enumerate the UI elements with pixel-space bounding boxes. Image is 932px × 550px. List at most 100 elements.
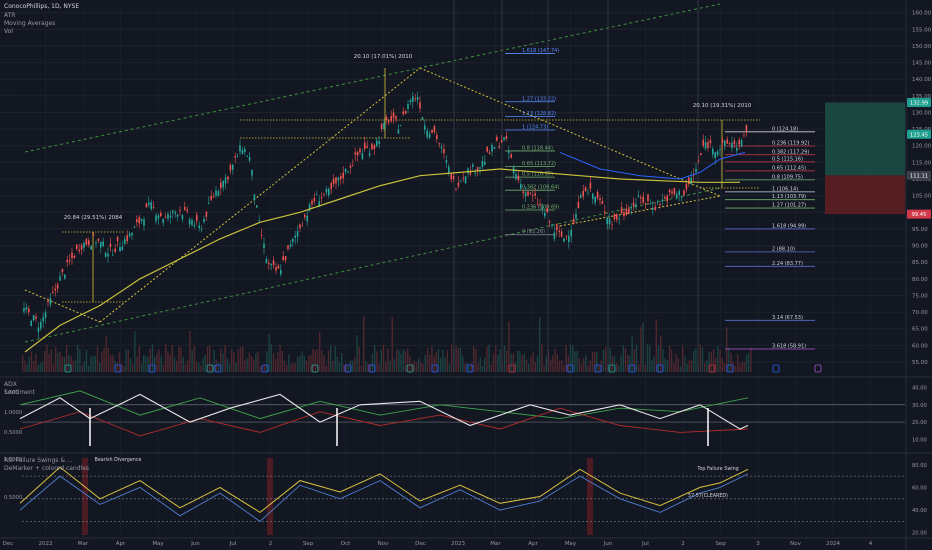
volume-bar <box>327 350 330 372</box>
volume-bar <box>30 351 33 372</box>
candle-body <box>49 298 52 305</box>
candle-body <box>378 141 380 145</box>
volume-bar <box>583 358 585 372</box>
failure-swing-label: Top Failure Swing <box>696 466 738 472</box>
candle-body <box>92 234 95 236</box>
volume-bar <box>400 353 402 372</box>
indicator-atr[interactable]: ATR <box>4 12 16 19</box>
candle-body <box>352 165 354 167</box>
move-annotation: 20.10 (19.31%) 2010 <box>693 103 752 109</box>
volume-bar <box>576 351 578 372</box>
volume-bar <box>609 347 611 372</box>
candle-body <box>580 195 582 198</box>
position-box[interactable] <box>825 102 905 215</box>
adx-pane-title[interactable]: ADX <box>4 381 17 388</box>
candle-body <box>28 308 30 313</box>
candle-body <box>421 117 424 120</box>
candle-body <box>380 123 383 130</box>
candle-body <box>179 210 181 211</box>
candle-body <box>385 116 388 120</box>
price-tick-label: 65.00 <box>912 327 928 333</box>
candle-body <box>702 139 704 146</box>
volume-bar <box>321 350 323 372</box>
volume-bar <box>580 363 583 372</box>
candle-body <box>100 241 102 248</box>
candle-body <box>203 218 205 222</box>
candle-body <box>587 192 589 194</box>
volume-bar <box>567 355 569 372</box>
volume-bar <box>323 355 325 372</box>
candle-body <box>32 315 35 321</box>
indicator-moving-averages[interactable]: Moving Averages <box>4 20 56 27</box>
volume-bar <box>684 355 686 372</box>
candle-body <box>193 224 196 227</box>
candle-body <box>376 140 378 147</box>
volume-bar <box>470 363 473 372</box>
candle-body <box>200 228 203 230</box>
volume-bar <box>165 344 167 372</box>
candle-body <box>628 208 630 214</box>
price-tag <box>907 129 931 139</box>
volume-bar <box>239 346 242 372</box>
price-tick-label: 115.00 <box>912 160 932 166</box>
candle-body <box>253 194 256 200</box>
candle-body <box>241 149 244 154</box>
candle-body <box>404 111 407 114</box>
volume-bar <box>341 353 343 372</box>
fib-level-label: 1 (106.14) <box>772 186 798 192</box>
volume-bar <box>629 355 631 372</box>
candle-body <box>330 183 332 189</box>
volume-bar <box>444 357 446 372</box>
candle-body <box>368 153 371 156</box>
volume-bar <box>28 356 30 372</box>
symbol-title[interactable]: ConocoPhillips, 1D, NYSE <box>4 3 80 10</box>
candle-body <box>83 242 85 248</box>
volume-bar <box>682 346 684 372</box>
candle-body <box>472 164 474 167</box>
volume-bar <box>750 347 752 372</box>
rsi-pane-title[interactable]: RSI Failure Swings & ... <box>4 457 73 464</box>
indicator-vol[interactable]: Vol <box>4 28 13 35</box>
candle-body <box>383 123 385 130</box>
candle-body <box>222 180 224 188</box>
loss-zone <box>825 175 905 215</box>
candle-body <box>558 230 560 233</box>
volume-bar <box>275 359 277 372</box>
volume-bar <box>589 360 591 372</box>
divergence-zone <box>82 458 88 535</box>
price-tick-label: 75.00 <box>912 293 928 299</box>
volume-bar <box>360 365 363 372</box>
volume-bar <box>70 356 72 372</box>
candle-body <box>726 139 728 144</box>
candle-body <box>78 249 80 252</box>
volume-bar <box>81 365 83 372</box>
candle-body <box>294 235 296 238</box>
rsi-right-tick: 60.00 <box>912 485 927 491</box>
candle-body <box>152 207 155 208</box>
volume-bar <box>200 365 202 372</box>
candle-body <box>457 182 460 187</box>
candle-body <box>536 203 539 205</box>
candle-body <box>157 215 160 219</box>
volume-bar <box>396 349 398 372</box>
event-marker <box>431 364 439 373</box>
volume-bar <box>325 365 327 372</box>
volume-bar <box>127 350 129 372</box>
profit-zone <box>825 102 905 176</box>
fib-level-label: 0.8 (109.75) <box>772 174 803 180</box>
volume-bar <box>541 344 543 372</box>
volume-bar <box>198 363 200 372</box>
rsi-right-tick: 80.00 <box>912 463 927 469</box>
candle-body <box>150 202 152 209</box>
candle-body <box>275 267 277 271</box>
candle-body <box>85 238 88 245</box>
volume-bar <box>457 348 459 372</box>
candle-body <box>114 248 116 253</box>
candle-body <box>169 215 172 218</box>
volume-bar <box>92 355 94 372</box>
candle-body <box>23 307 25 312</box>
candle-body <box>474 172 476 174</box>
candle-body <box>736 147 738 151</box>
volume-bar <box>704 362 706 372</box>
